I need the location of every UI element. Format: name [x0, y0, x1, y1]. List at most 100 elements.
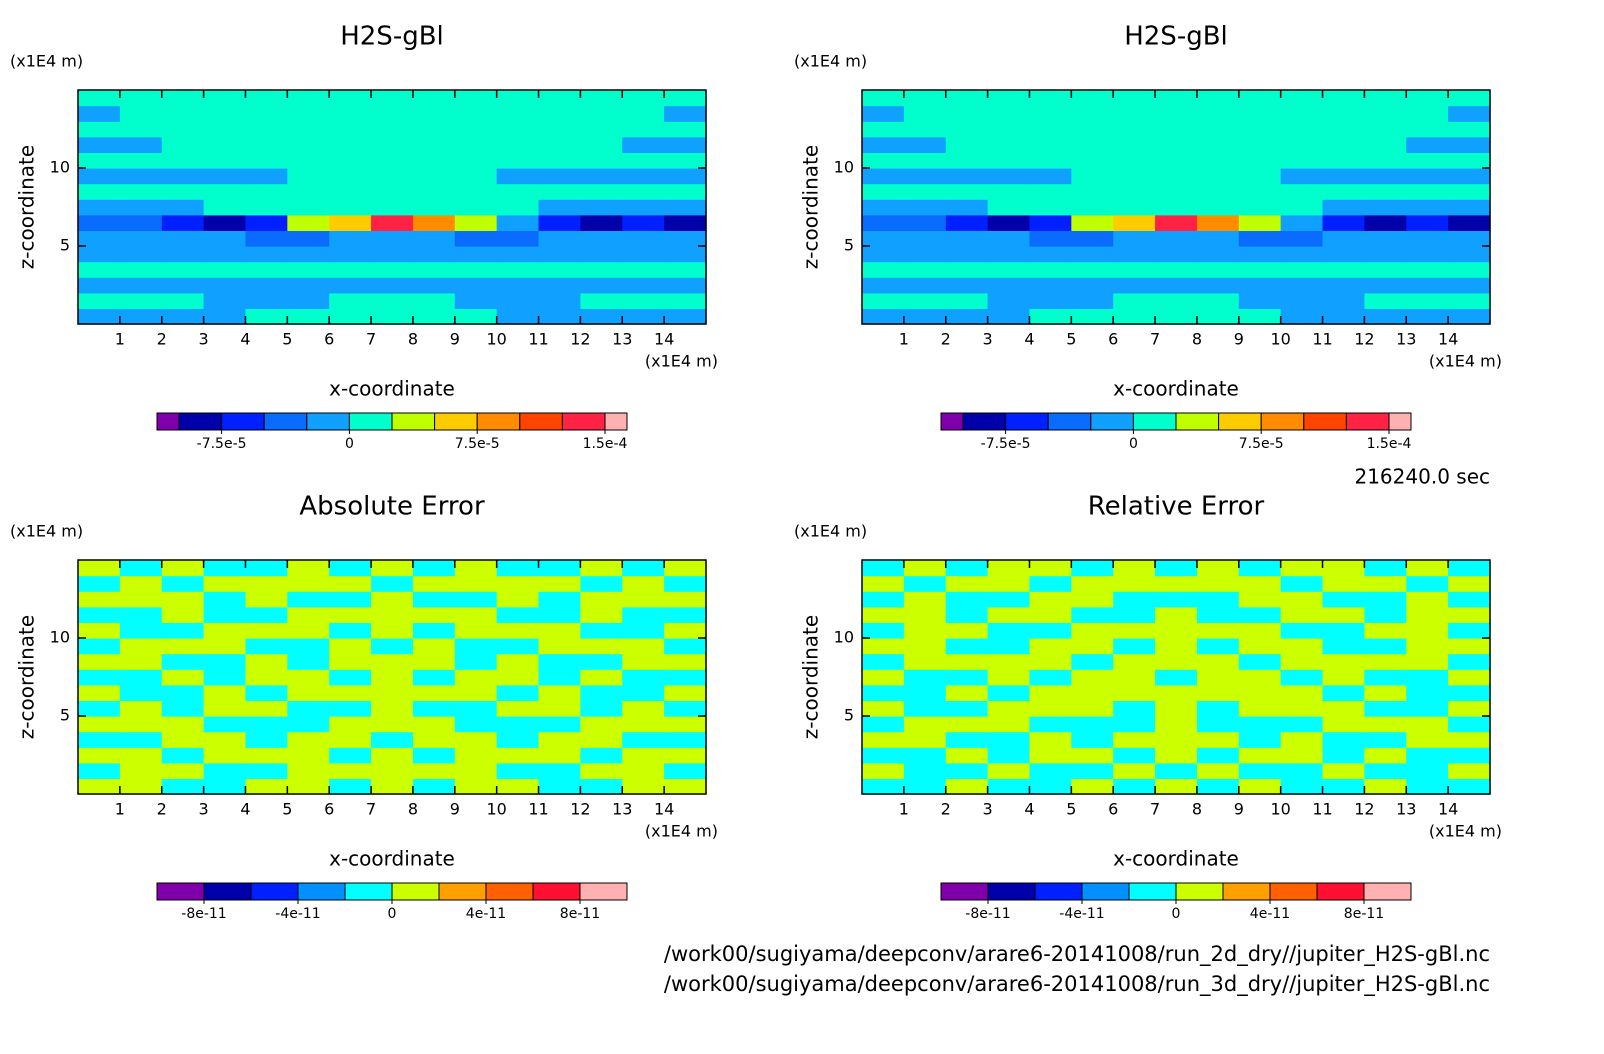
- contour-cell: [287, 261, 330, 278]
- contour-cell: [622, 183, 665, 200]
- contour-cell: [1406, 183, 1449, 200]
- colorbar-segment: [203, 882, 252, 901]
- contour-cell: [1029, 778, 1072, 795]
- contour-cell: [1113, 246, 1156, 263]
- contour-cell: [161, 716, 205, 733]
- contour-cell: [496, 606, 540, 623]
- contour-cell: [1071, 747, 1114, 764]
- contour-cell: [1155, 90, 1198, 107]
- contour-cell: [622, 684, 665, 701]
- contour-cell: [1155, 105, 1198, 122]
- contour-cell: [371, 622, 414, 639]
- contour-cell: [1406, 168, 1449, 185]
- y-unit: (x1E4 m): [10, 522, 83, 541]
- x-unit: (x1E4 m): [645, 822, 718, 841]
- colorbar-segment: [1260, 412, 1305, 431]
- contour-cell: [287, 308, 330, 325]
- contour-cell: [371, 716, 414, 733]
- contour-cell: [903, 246, 947, 263]
- contour-cell: [371, 560, 414, 577]
- colorbar-segment: [306, 412, 350, 431]
- contour-cell: [1196, 152, 1240, 169]
- contour-cell: [371, 731, 414, 748]
- x-tick-label: 5: [1066, 330, 1076, 349]
- contour-cell: [119, 560, 163, 577]
- contour-cell: [1280, 214, 1324, 231]
- contour-cell: [862, 591, 905, 608]
- contour-cell: [580, 560, 623, 577]
- contour-cell: [161, 606, 205, 623]
- contour-cell: [203, 606, 247, 623]
- contour-cell: [1280, 168, 1324, 185]
- contour-cell: [538, 230, 581, 247]
- contour-cell: [1196, 90, 1240, 107]
- contour-cell: [1113, 230, 1156, 247]
- contour-cell: [945, 700, 989, 717]
- contour-cell: [1155, 168, 1198, 185]
- contour-cell: [1280, 308, 1324, 325]
- contour-cell: [945, 183, 989, 200]
- contour-cell: [119, 261, 163, 278]
- contour-cell: [371, 591, 414, 608]
- contour-cell: [1406, 277, 1449, 294]
- contour-cell: [664, 747, 707, 764]
- contour-cell: [287, 292, 330, 309]
- contour-cell: [78, 308, 121, 325]
- contour-cell: [580, 230, 623, 247]
- contour-cell: [412, 638, 456, 655]
- contour-cell: [987, 778, 1031, 795]
- contour-cell: [862, 700, 905, 717]
- y-tick-label: 5: [844, 706, 854, 725]
- contour-cell: [1322, 606, 1365, 623]
- contour-cell: [1029, 606, 1072, 623]
- contour-cell: [245, 638, 288, 655]
- contour-cell: [1071, 622, 1114, 639]
- contour-cell: [903, 669, 947, 686]
- contour-cell: [1196, 308, 1240, 325]
- contour-cell: [496, 136, 540, 153]
- contour-cell: [329, 152, 372, 169]
- x-tick-label: 14: [654, 800, 674, 819]
- contour-cell: [1113, 214, 1156, 231]
- contour-cell: [1280, 638, 1324, 655]
- contour-cell: [1196, 606, 1240, 623]
- contour-cell: [203, 246, 247, 263]
- colorbar-segment: [579, 882, 628, 901]
- contour-cell: [987, 121, 1031, 138]
- contour-cell: [987, 638, 1031, 655]
- contour-cell: [245, 214, 288, 231]
- contour-cell: [1029, 731, 1072, 748]
- contour-cell: [454, 747, 498, 764]
- contour-cell: [1155, 684, 1198, 701]
- contour-cell: [203, 168, 247, 185]
- contour-cell: [622, 246, 665, 263]
- contour-cell: [538, 653, 581, 670]
- contour-cell: [1113, 700, 1156, 717]
- contour-cell: [161, 261, 205, 278]
- colorbar-segment: [1034, 882, 1083, 901]
- contour-cell: [1280, 292, 1324, 309]
- contour-cell: [161, 731, 205, 748]
- contour-cell: [580, 292, 623, 309]
- contour-cell: [371, 277, 414, 294]
- contour-cell: [329, 653, 372, 670]
- contour-cell: [1238, 136, 1282, 153]
- contour-cell: [1071, 575, 1114, 592]
- contour-cell: [119, 152, 163, 169]
- contour-cell: [78, 277, 121, 294]
- contour-cell: [987, 762, 1031, 779]
- colorbar-segment: [348, 412, 393, 431]
- contour-cell: [862, 731, 905, 748]
- contour-cell: [1155, 778, 1198, 795]
- contour-cell: [245, 152, 288, 169]
- x-tick-label: 2: [157, 330, 167, 349]
- contour-cell: [1155, 214, 1198, 231]
- colorbar-tick-label: -7.5e-5: [981, 436, 1031, 452]
- contour-cell: [496, 230, 540, 247]
- contour-cell: [119, 653, 163, 670]
- contour-cell: [1406, 199, 1449, 216]
- contour-cell: [245, 747, 288, 764]
- contour-cell: [119, 716, 163, 733]
- contour-cell: [580, 762, 623, 779]
- contour-cell: [903, 230, 947, 247]
